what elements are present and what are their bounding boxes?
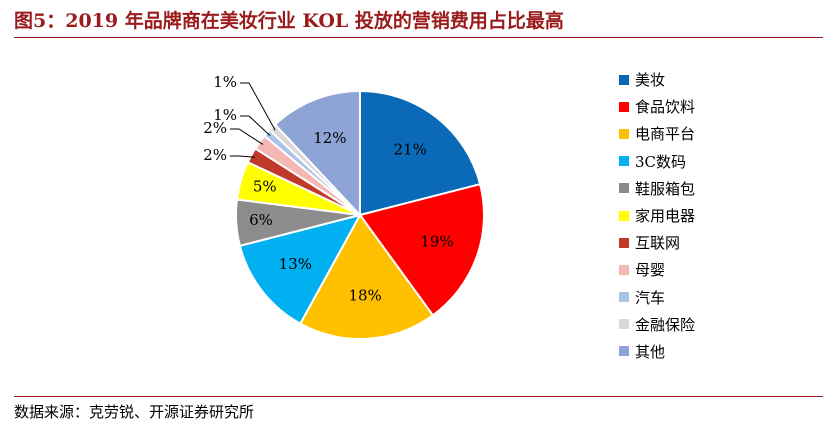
legend-item-3: 电商平台: [619, 120, 695, 147]
legend-swatch-4: [619, 156, 629, 167]
top-rule: [14, 37, 823, 38]
legend-label-4: 3C数码: [635, 152, 687, 171]
slice-label-10: 1%: [213, 73, 237, 91]
legend-item-1: 美妆: [619, 66, 695, 93]
leader-line-9: [240, 115, 271, 137]
legend-item-5: 鞋服箱包: [619, 175, 695, 202]
legend-swatch-8: [619, 264, 629, 275]
legend-item-7: 互联网: [619, 229, 695, 256]
slice-label-11: 12%: [313, 129, 346, 147]
legend-label-7: 互联网: [635, 234, 681, 253]
leader-line-10: [240, 82, 276, 131]
slice-label-4: 13%: [279, 255, 312, 273]
legend-swatch-9: [619, 292, 629, 303]
legend-swatch-10: [619, 319, 629, 330]
legend-label-6: 家用电器: [635, 207, 696, 226]
legend-label-11: 其他: [635, 342, 666, 361]
slice-label-9: 1%: [213, 106, 237, 124]
leader-line-7: [230, 155, 255, 158]
legend-swatch-7: [619, 237, 629, 248]
pie-slice-2: [358, 182, 485, 317]
legend-label-1: 美妆: [635, 71, 666, 90]
legend-item-8: 母婴: [619, 256, 695, 283]
leader-line-8: [230, 128, 264, 145]
pie-slice-4: [238, 213, 362, 326]
figure-title: 图5：2019 年品牌商在美妆行业 KOL 投放的营销费用占比最高: [14, 10, 564, 32]
legend-swatch-2: [619, 101, 629, 112]
legend-swatch-3: [619, 128, 629, 139]
legend-item-10: 金融保险: [619, 311, 695, 338]
slice-label-8: 2%: [203, 119, 227, 137]
legend-swatch-1: [619, 74, 629, 85]
pie-slice-1: [359, 89, 482, 217]
source-note: 数据来源：克劳锐、开源证券研究所: [14, 403, 255, 421]
legend-label-10: 金融保险: [635, 315, 696, 334]
bottom-rule: [14, 396, 823, 397]
legend-label-3: 电商平台: [635, 125, 696, 144]
legend-label-9: 汽车: [635, 288, 666, 307]
pie-slice-3: [298, 213, 435, 340]
legend-swatch-6: [619, 210, 629, 221]
legend-label-2: 食品饮料: [635, 98, 696, 117]
chart-legend: 美妆食品饮料电商平台 3C数码鞋服箱包家用电器互联网母婴汽车金融保险其他: [619, 66, 695, 365]
legend-item-6: 家用电器: [619, 202, 695, 229]
slice-label-1: 21%: [393, 140, 426, 158]
pie-slice-11: [273, 89, 361, 218]
legend-swatch-11: [619, 346, 629, 357]
legend-item-9: 汽车: [619, 284, 695, 311]
slice-label-6: 5%: [253, 177, 277, 195]
slice-label-5: 6%: [249, 211, 273, 229]
slice-label-7: 2%: [203, 146, 227, 164]
legend-label-5: 鞋服箱包: [635, 179, 696, 198]
legend-item-11: 其他: [619, 338, 695, 365]
legend-item-2: 食品饮料: [619, 93, 695, 120]
slice-label-3: 18%: [348, 287, 381, 305]
legend-swatch-5: [619, 183, 629, 194]
slice-label-2: 19%: [420, 233, 453, 251]
legend-label-8: 母婴: [635, 261, 666, 280]
legend-item-4: 3C数码: [619, 148, 695, 175]
